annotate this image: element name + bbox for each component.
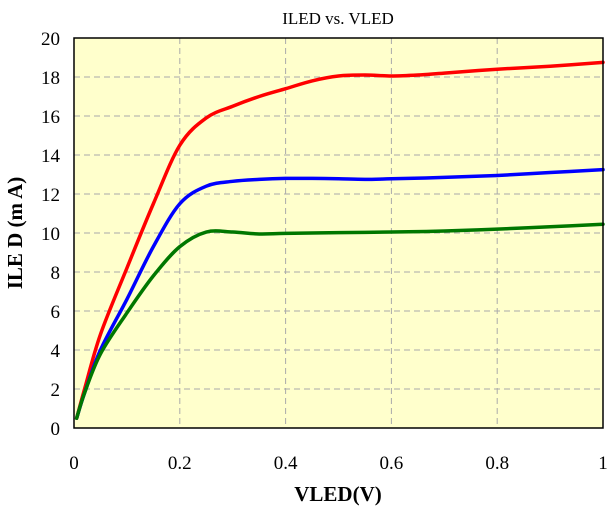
x-tick-labels: 0 0.2 0.4 0.6 0.8 1: [69, 453, 608, 474]
y-tick-label: 16: [41, 107, 60, 128]
series-line-2: [74, 167, 605, 420]
x-tick-label: 1: [598, 453, 608, 474]
y-tick-label: 20: [41, 29, 60, 50]
y-tick-label: 4: [51, 341, 61, 362]
y-tick-label: 12: [41, 185, 60, 206]
x-tick-label: 0.4: [274, 453, 298, 474]
y-tick-label: 10: [41, 224, 60, 245]
x-axis-label: VLED(V): [294, 482, 382, 506]
x-tick-label: 0.8: [485, 453, 509, 474]
y-tick-label: 2: [51, 380, 61, 401]
y-tick-label: 6: [51, 302, 61, 323]
x-tick-label: 0.2: [168, 453, 192, 474]
x-tick-label: 0.6: [380, 453, 404, 474]
y-tick-label: 8: [51, 263, 61, 284]
series-lines: [74, 60, 605, 420]
y-tick-labels: 0 2 4 6 8 10 12 14 16 18 20: [41, 29, 61, 440]
y-tick-label: 14: [41, 146, 61, 167]
x-tick-label: 0: [69, 453, 79, 474]
y-tick-label: 18: [41, 68, 60, 89]
series-line-1: [74, 60, 605, 420]
y-tick-label: 0: [51, 419, 61, 440]
chart-title: ILED vs. VLED: [282, 9, 394, 28]
series-line-3: [74, 222, 605, 420]
plot-frame: [73, 37, 604, 429]
y-axis-label: ILE D (m A): [3, 177, 27, 290]
